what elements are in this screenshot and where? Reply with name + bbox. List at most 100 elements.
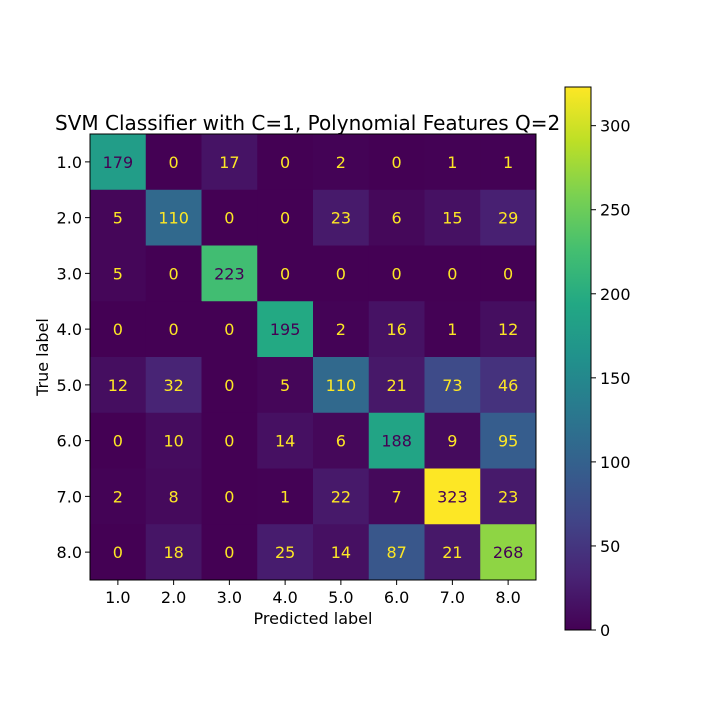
y-tick-label: 6.0 bbox=[57, 432, 82, 451]
cell-value-label: 9 bbox=[447, 432, 457, 451]
cell-value-label: 0 bbox=[224, 209, 234, 228]
heatmap-cell bbox=[201, 357, 258, 414]
heatmap-cell bbox=[480, 357, 537, 414]
heatmap-cell bbox=[313, 301, 370, 358]
cell-value-label: 0 bbox=[224, 376, 234, 395]
cell-value-label: 110 bbox=[326, 376, 357, 395]
y-tick-label: 4.0 bbox=[57, 320, 82, 339]
colorbar-tick-label: 150 bbox=[600, 369, 631, 388]
cell-value-label: 21 bbox=[442, 543, 462, 562]
cell-value-label: 0 bbox=[392, 153, 402, 172]
cell-value-label: 8 bbox=[169, 487, 179, 506]
heatmap-cell bbox=[480, 524, 537, 581]
cell-value-label: 7 bbox=[392, 487, 402, 506]
heatmap-cell bbox=[257, 134, 314, 191]
cell-value-label: 0 bbox=[224, 543, 234, 562]
cell-value-label: 25 bbox=[275, 543, 295, 562]
heatmap-cell bbox=[424, 412, 481, 469]
heatmap-cell bbox=[368, 189, 425, 246]
heatmap-cell bbox=[368, 134, 425, 191]
heatmap-cell bbox=[145, 357, 202, 414]
heatmap-cell bbox=[90, 468, 147, 525]
heatmap-cell bbox=[368, 301, 425, 358]
cell-value-label: 23 bbox=[498, 487, 518, 506]
heatmap-cell bbox=[313, 134, 370, 191]
heatmap-cell bbox=[368, 412, 425, 469]
colorbar-tick-label: 250 bbox=[600, 201, 631, 220]
cell-value-label: 16 bbox=[386, 320, 406, 339]
heatmap-cell bbox=[257, 245, 314, 302]
y-tick-label: 1.0 bbox=[57, 153, 82, 172]
heatmap-cell bbox=[257, 357, 314, 414]
heatmap-cell bbox=[424, 189, 481, 246]
heatmap-cell bbox=[145, 301, 202, 358]
cell-value-label: 0 bbox=[169, 264, 179, 283]
cell-value-label: 95 bbox=[498, 432, 518, 451]
heatmap-cell bbox=[201, 524, 258, 581]
cell-value-label: 195 bbox=[270, 320, 301, 339]
x-tick-label: 4.0 bbox=[272, 588, 297, 607]
heatmap-cell bbox=[313, 524, 370, 581]
cell-value-label: 0 bbox=[503, 264, 513, 283]
y-tick-label: 5.0 bbox=[57, 376, 82, 395]
colorbar-tick-label: 100 bbox=[600, 453, 631, 472]
heatmap-cell bbox=[201, 245, 258, 302]
cell-value-label: 0 bbox=[169, 153, 179, 172]
cell-value-label: 2 bbox=[336, 153, 346, 172]
heatmap-cell bbox=[90, 412, 147, 469]
heatmap-cell bbox=[424, 357, 481, 414]
y-tick-label: 7.0 bbox=[57, 487, 82, 506]
cell-value-label: 0 bbox=[224, 432, 234, 451]
colorbar-ticks: 0 50 100 150 200 250 300 bbox=[591, 117, 631, 640]
y-axis-label: True label bbox=[33, 318, 52, 397]
y-axis-ticks: 1.0 2.0 3.0 4.0 5.0 6.0 7.0 8.0 bbox=[57, 153, 90, 562]
heatmap-cell bbox=[257, 524, 314, 581]
heatmap-cell bbox=[313, 468, 370, 525]
cell-value-label: 0 bbox=[169, 320, 179, 339]
heatmap-cell bbox=[90, 301, 147, 358]
cell-value-label: 32 bbox=[163, 376, 183, 395]
cell-value-label: 46 bbox=[498, 376, 518, 395]
heatmap-cell bbox=[368, 245, 425, 302]
heatmap-cell bbox=[201, 301, 258, 358]
heatmap-cell bbox=[424, 524, 481, 581]
cell-value-label: 0 bbox=[280, 153, 290, 172]
colorbar-tick-label: 50 bbox=[600, 537, 620, 556]
cell-value-label: 0 bbox=[224, 487, 234, 506]
heatmap-cells: 179 0 17 0 2 0 1 15 110 0 0 23 6 15 295 0 223 0 0 0 0 00 0 0 195… bbox=[90, 134, 537, 581]
plot-frame bbox=[89, 133, 537, 581]
heatmap-cell bbox=[313, 189, 370, 246]
cell-value-label: 2 bbox=[336, 320, 346, 339]
cell-value-label: 0 bbox=[336, 264, 346, 283]
heatmap-cell bbox=[90, 189, 147, 246]
heatmap-cell bbox=[424, 134, 481, 191]
colorbar-tick-label: 0 bbox=[600, 621, 610, 640]
cell-value-label: 1 bbox=[503, 153, 513, 172]
cell-value-label: 23 bbox=[331, 209, 351, 228]
cell-value-label: 17 bbox=[219, 153, 239, 172]
cell-value-label: 179 bbox=[103, 153, 134, 172]
heatmap-cell bbox=[90, 245, 147, 302]
cell-value-label: 10 bbox=[163, 432, 183, 451]
x-tick-label: 6.0 bbox=[384, 588, 409, 607]
heatmap-cell bbox=[201, 134, 258, 191]
heatmap-cell bbox=[257, 301, 314, 358]
heatmap-cell bbox=[90, 134, 147, 191]
cell-value-label: 188 bbox=[381, 432, 412, 451]
heatmap-cell bbox=[424, 245, 481, 302]
heatmap-cell bbox=[480, 134, 537, 191]
cell-value-label: 1 bbox=[280, 487, 290, 506]
x-tick-label: 2.0 bbox=[161, 588, 186, 607]
cell-value-label: 323 bbox=[437, 487, 468, 506]
cell-value-label: 14 bbox=[275, 432, 295, 451]
y-tick-label: 8.0 bbox=[57, 543, 82, 562]
heatmap-cell bbox=[145, 412, 202, 469]
cell-value-label: 0 bbox=[113, 432, 123, 451]
cell-value-label: 0 bbox=[392, 264, 402, 283]
cell-value-label: 12 bbox=[498, 320, 518, 339]
cell-value-label: 5 bbox=[113, 264, 123, 283]
cell-value-label: 0 bbox=[280, 264, 290, 283]
cell-value-label: 14 bbox=[331, 543, 351, 562]
